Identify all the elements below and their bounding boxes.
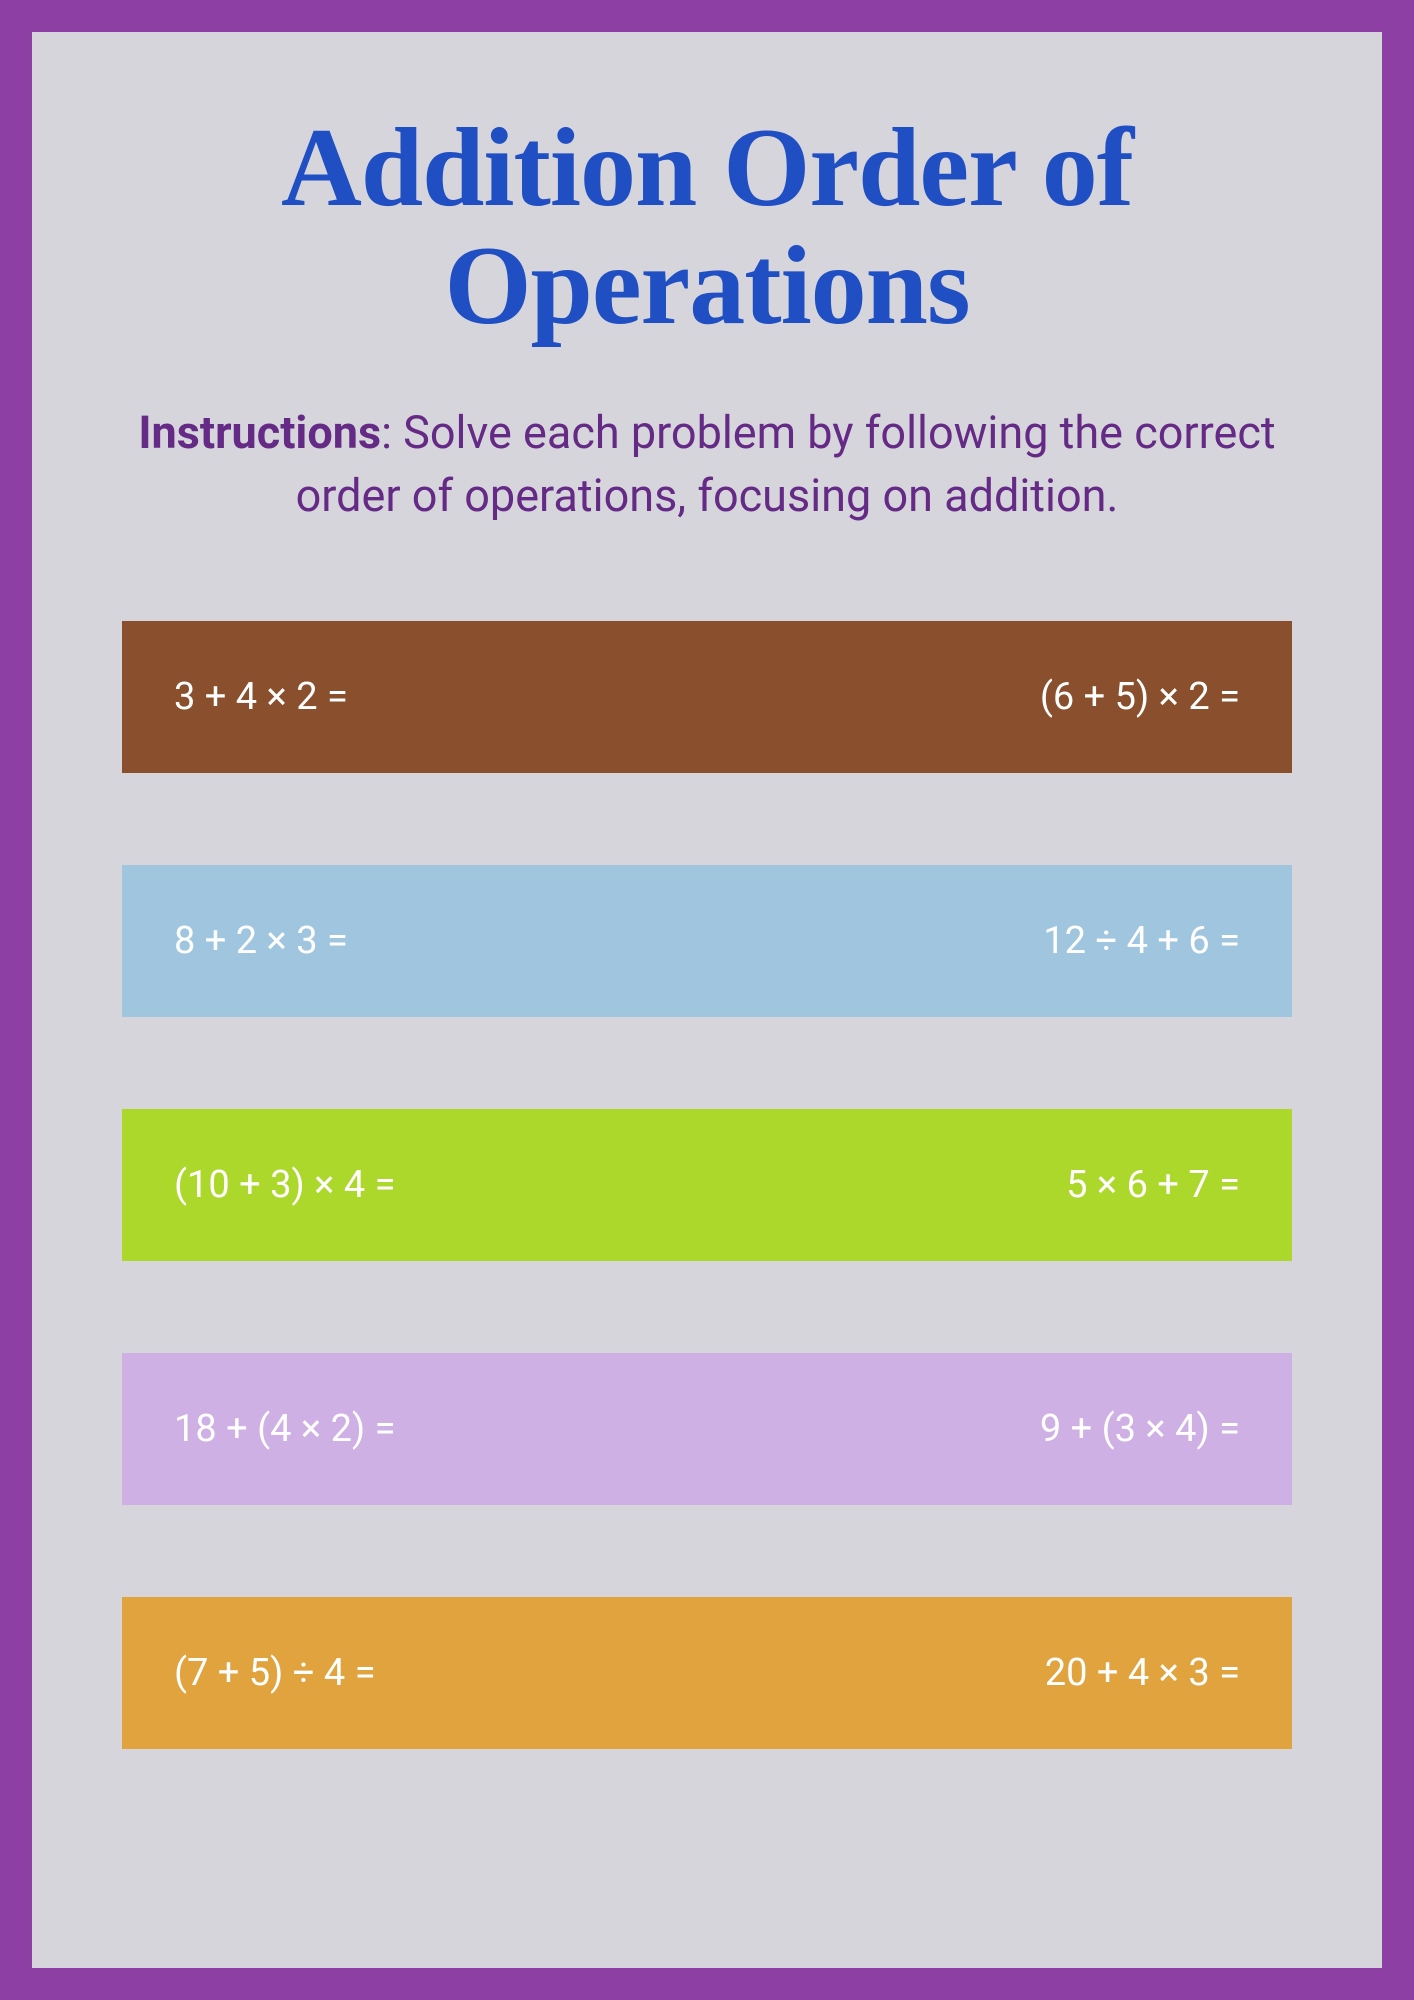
problem-right: 12 ÷ 4 + 6 = (1043, 919, 1240, 963)
page-title: Addition Order of Operations (92, 110, 1322, 345)
problem-row: (10 + 3) × 4 = 5 × 6 + 7 = (122, 1109, 1292, 1261)
instructions-text: : Solve each problem by following the co… (296, 406, 1276, 522)
problem-left: (7 + 5) ÷ 4 = (174, 1651, 376, 1695)
problem-right: 20 + 4 × 3 = (1045, 1651, 1240, 1695)
problem-left: (10 + 3) × 4 = (174, 1163, 396, 1207)
instructions-label: Instructions (138, 406, 381, 459)
problem-right: 5 × 6 + 7 = (1066, 1163, 1240, 1207)
problem-row: (7 + 5) ÷ 4 = 20 + 4 × 3 = (122, 1597, 1292, 1749)
problem-left: 3 + 4 × 2 = (174, 675, 348, 719)
page-background: Addition Order of Operations Instruction… (32, 32, 1382, 1968)
page-border: Addition Order of Operations Instruction… (0, 0, 1414, 2000)
problem-row: 8 + 2 × 3 = 12 ÷ 4 + 6 = (122, 865, 1292, 1017)
problem-left: 18 + (4 × 2) = (174, 1407, 396, 1451)
instructions: Instructions: Solve each problem by foll… (92, 401, 1322, 527)
problem-rows: 3 + 4 × 2 = (6 + 5) × 2 = 8 + 2 × 3 = 12… (92, 621, 1322, 1749)
problem-right: 9 + (3 × 4) = (1040, 1407, 1240, 1451)
problem-row: 18 + (4 × 2) = 9 + (3 × 4) = (122, 1353, 1292, 1505)
problem-row: 3 + 4 × 2 = (6 + 5) × 2 = (122, 621, 1292, 773)
problem-left: 8 + 2 × 3 = (174, 919, 348, 963)
problem-right: (6 + 5) × 2 = (1040, 675, 1240, 719)
